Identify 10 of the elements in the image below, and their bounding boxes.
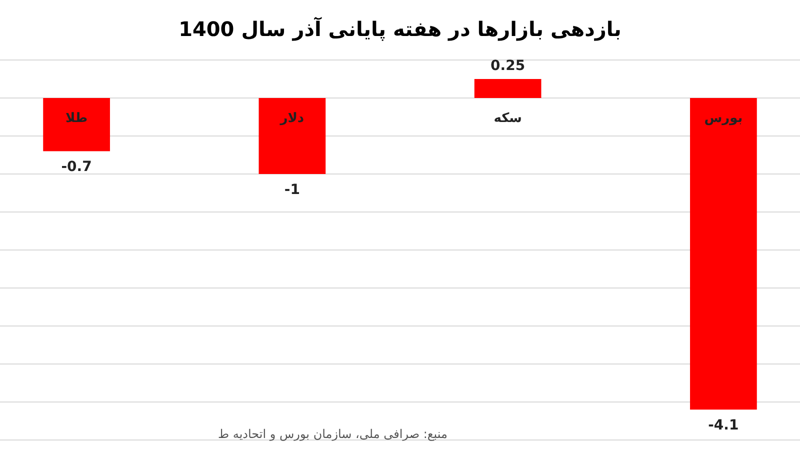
data-label: -1 — [284, 182, 300, 198]
x-tick-label: سکه — [494, 111, 522, 126]
data-label: 0.25 — [490, 58, 526, 74]
x-tick-label: بورس — [704, 111, 743, 126]
x-tick-label: طلا — [65, 111, 88, 126]
data-label: -0.7 — [61, 159, 92, 176]
annotation: منبع: صرافی ملی، سازمان بورس و اتحادیه ط — [218, 427, 448, 441]
data-label: -4.1 — [708, 418, 739, 434]
chart-title: بازدهی بازارها در هفته پایانی آذر سال 1400 — [178, 16, 622, 41]
x-tick-label: دلار — [279, 111, 304, 126]
